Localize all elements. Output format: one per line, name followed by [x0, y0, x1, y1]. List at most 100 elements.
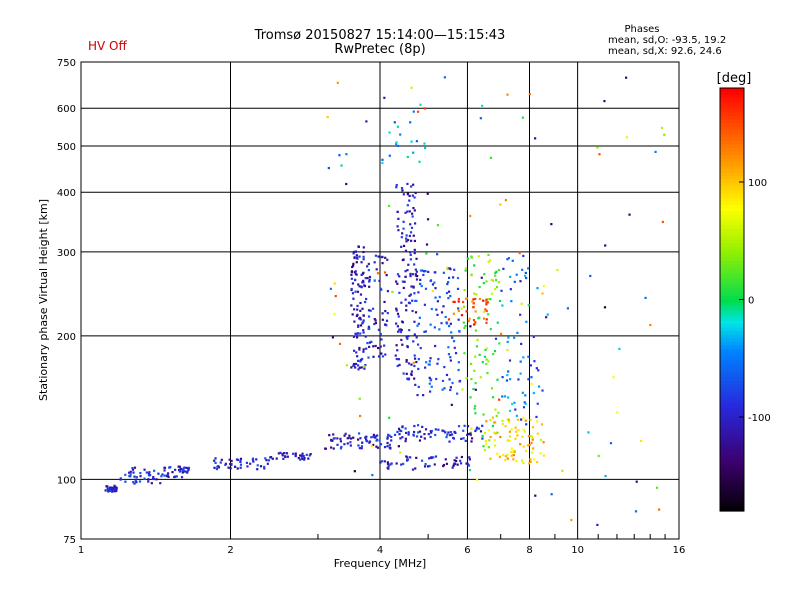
colorbar-segment — [720, 429, 744, 435]
echo-point — [496, 431, 499, 434]
echo-point — [414, 191, 417, 195]
colorbar-segment — [720, 384, 744, 389]
echo-point — [395, 183, 398, 187]
echo-point — [514, 408, 517, 411]
echo-point — [459, 459, 462, 462]
colorbar-segment — [720, 295, 744, 301]
echo-point — [180, 476, 184, 479]
echo-point — [474, 429, 477, 433]
echo-point — [406, 269, 409, 272]
echo-point — [524, 271, 527, 275]
echo-point — [476, 426, 479, 429]
echo-point — [444, 315, 447, 319]
echo-point — [477, 255, 480, 258]
echo-point — [417, 431, 420, 434]
echo-point — [510, 450, 513, 454]
echo-point — [302, 454, 305, 458]
colorbar-segment — [720, 253, 744, 258]
echo-point — [416, 275, 419, 278]
echo-point — [532, 335, 535, 338]
echo-point — [351, 292, 355, 295]
echo-point — [486, 301, 489, 304]
echo-point — [424, 366, 427, 369]
echo-point — [372, 355, 375, 358]
echo-point — [333, 312, 336, 316]
colorbar-segment — [720, 278, 744, 283]
echo-point — [410, 370, 414, 373]
echo-point — [388, 446, 391, 449]
echo-point — [498, 342, 501, 345]
echo-point — [358, 366, 361, 369]
echo-point — [397, 358, 400, 361]
echo-point — [386, 289, 390, 293]
colorbar-segment — [720, 362, 744, 368]
echo-point — [400, 328, 403, 332]
echo-point — [485, 358, 488, 361]
echo-point — [489, 435, 492, 439]
echo-point — [398, 275, 401, 278]
echo-point — [447, 318, 451, 321]
echo-point — [513, 449, 516, 452]
colorbar-segment — [720, 341, 744, 346]
echo-point — [444, 458, 447, 461]
echo-point — [166, 473, 169, 477]
echo-point — [422, 273, 425, 277]
echo-point — [362, 319, 365, 322]
echo-point — [358, 447, 361, 450]
echo-point — [110, 488, 113, 491]
echo-point — [111, 486, 114, 490]
echo-point — [355, 254, 358, 257]
echo-point — [465, 310, 468, 313]
echo-point — [355, 351, 358, 354]
echo-point — [357, 245, 360, 248]
echo-point — [424, 330, 427, 333]
echo-point — [417, 291, 420, 294]
echo-point — [401, 425, 404, 428]
echo-point — [395, 186, 398, 189]
colorbar-segment — [720, 91, 744, 96]
echo-point — [370, 436, 373, 439]
echo-point — [362, 255, 365, 258]
echo-point — [414, 383, 417, 386]
echo-point — [490, 292, 494, 295]
echo-point — [352, 335, 356, 338]
echo-point — [356, 332, 359, 335]
echo-point — [488, 439, 491, 442]
phases-x-stats: mean, sd,X: 92.6, 24.6 — [608, 46, 722, 57]
echo-point — [482, 310, 486, 313]
y-tick-label: 75 — [63, 535, 76, 546]
echo-point — [507, 370, 510, 373]
echo-point — [489, 156, 493, 159]
echo-point — [433, 271, 436, 274]
echo-point — [397, 330, 400, 333]
echo-point — [373, 318, 376, 321]
echo-point — [415, 257, 418, 260]
echo-point — [498, 299, 502, 303]
echo-point — [214, 461, 217, 465]
echo-point — [406, 192, 410, 195]
echo-point — [423, 432, 426, 436]
echo-point — [411, 273, 415, 276]
echo-point — [452, 340, 456, 343]
echo-point — [521, 435, 524, 438]
echo-point — [405, 372, 408, 375]
echo-point — [230, 459, 233, 462]
y-tick-label: 400 — [57, 188, 76, 199]
echo-point — [352, 262, 355, 265]
echo-point — [409, 274, 412, 278]
echo-point — [271, 457, 274, 460]
echo-point — [400, 186, 404, 190]
echo-point — [301, 457, 304, 460]
echo-point — [522, 254, 525, 258]
colorbar-segment — [720, 257, 744, 262]
echo-point — [511, 259, 514, 262]
echo-point — [362, 281, 365, 284]
echo-point — [354, 270, 357, 273]
echo-point — [358, 397, 361, 400]
y-tick-label: 750 — [57, 58, 76, 69]
echo-point — [386, 312, 389, 315]
echo-point — [542, 441, 545, 444]
echo-point — [404, 211, 407, 214]
echo-point — [463, 424, 466, 427]
colorbar-segment — [720, 482, 744, 487]
